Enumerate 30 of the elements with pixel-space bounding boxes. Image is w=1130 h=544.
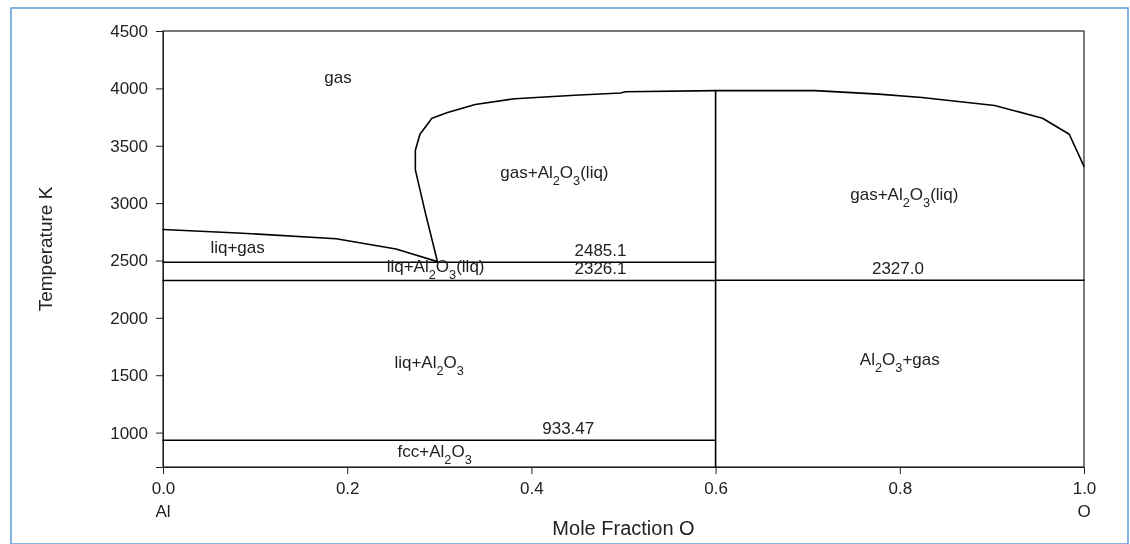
- x-tick-label: 0.6: [704, 479, 728, 499]
- annotation: liq+Al$_{2}$O$_{3}$(liq): [386, 257, 485, 283]
- x-tick-label: 1.0: [1072, 479, 1097, 499]
- annotation: 2485.1: [574, 241, 627, 261]
- y-tick-label: 3000: [110, 194, 148, 214]
- y-tick-label: 2500: [110, 251, 148, 271]
- x-tick-label: 0.2: [335, 479, 360, 499]
- annotation: 933.47: [542, 419, 595, 439]
- annotation: 2326.1: [574, 259, 627, 279]
- y-tick-label: 2000: [110, 308, 148, 328]
- x-tick-label: 0.4: [520, 479, 544, 499]
- annotation: fcc+Al$_{2}$O$_{3}$: [397, 442, 472, 467]
- y-tick-label: 1000: [110, 423, 148, 443]
- y-tick-label: 3500: [110, 136, 148, 156]
- text: O: [1077, 502, 1091, 521]
- x-tick-label: 0.0: [151, 479, 176, 499]
- x-tick-label: 0.8: [888, 479, 913, 499]
- text: Al: [155, 502, 171, 521]
- y-tick-label: 4000: [110, 79, 148, 99]
- annotation: 2327.0: [871, 259, 924, 279]
- x-axis-title: Mole Fraction O: [552, 517, 695, 539]
- annotation: gas+Al$_{2}$O$_{3}$(liq): [500, 163, 609, 188]
- y-tick-label: 4500: [110, 21, 148, 41]
- annotation: gas: [324, 68, 352, 88]
- annotation: liq+Al$_{2}$O$_{3}$: [394, 353, 464, 378]
- annotation: liq+gas: [210, 238, 265, 258]
- annotation: gas+Al$_{2}$O$_{3}$(liq): [850, 185, 959, 210]
- y-tick-label: 1500: [110, 366, 148, 386]
- y-axis-title: Temperature K: [35, 186, 56, 312]
- annotation: Al$_{2}$O$_{3}$+gas: [859, 350, 940, 376]
